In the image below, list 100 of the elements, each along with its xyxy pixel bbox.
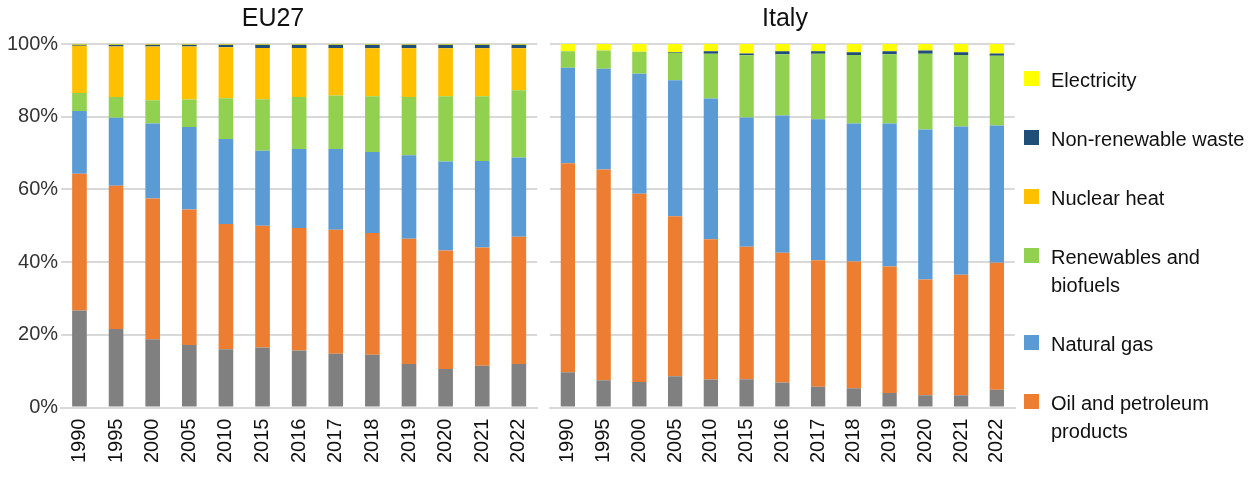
bar — [632, 44, 647, 52]
bar — [882, 54, 897, 124]
bar — [328, 48, 344, 96]
bar — [882, 266, 897, 393]
bar — [181, 344, 197, 407]
x-tick-label: 2017 — [323, 418, 346, 464]
x-tick-label: 2010 — [213, 418, 236, 464]
x-tick-label: 2020 — [912, 418, 935, 464]
bar — [703, 53, 719, 99]
y-tick-label: 40% — [18, 249, 59, 272]
bar — [810, 386, 826, 407]
bar — [775, 252, 790, 383]
x-tick-label: 2020 — [433, 418, 456, 464]
x-tick-label: 2016 — [769, 418, 792, 464]
bar — [255, 225, 270, 348]
bar — [703, 379, 719, 407]
y-tick-label: 20% — [18, 322, 59, 345]
bar — [218, 98, 234, 139]
bar — [218, 47, 234, 99]
bar — [511, 236, 527, 364]
bar — [953, 395, 969, 407]
bar — [846, 123, 862, 262]
bar — [918, 129, 933, 280]
bar — [596, 68, 611, 170]
bar — [632, 51, 647, 74]
bar — [703, 239, 719, 380]
bar — [989, 53, 1004, 56]
bar — [953, 126, 969, 275]
bar — [145, 339, 161, 407]
bar — [145, 198, 161, 340]
bar — [328, 229, 344, 354]
bar — [560, 372, 576, 407]
bar — [846, 44, 862, 53]
bar — [703, 44, 719, 52]
legend-label: Electricity — [1051, 67, 1137, 93]
bar — [438, 250, 453, 369]
bar — [72, 93, 87, 111]
x-tick-label: 2015 — [734, 418, 757, 464]
x-tick-label: 2017 — [805, 418, 828, 464]
bar — [255, 150, 270, 226]
bar — [846, 388, 862, 407]
bar — [775, 115, 790, 253]
x-tick-label: 2018 — [841, 418, 864, 464]
bar — [596, 44, 611, 51]
x-tick-label: 2015 — [250, 418, 273, 464]
bar — [918, 44, 933, 51]
bar — [72, 110, 87, 174]
bar — [846, 54, 862, 124]
bar — [989, 44, 1004, 54]
bar — [438, 161, 453, 251]
legend-label: Oil and petroleum products — [1051, 390, 1210, 444]
bar — [365, 233, 380, 355]
bar — [511, 363, 527, 407]
bar — [918, 279, 933, 396]
bar — [291, 149, 307, 228]
bar — [632, 193, 647, 383]
bar — [882, 123, 897, 267]
bar — [181, 209, 197, 345]
legend-label: Renewables and biofuels — [1051, 244, 1201, 298]
bar — [810, 260, 826, 387]
bar — [739, 44, 754, 54]
bar — [108, 46, 124, 98]
bar — [218, 138, 234, 224]
bar — [882, 51, 897, 55]
bar — [703, 98, 719, 240]
bar — [810, 119, 826, 261]
bar — [401, 97, 417, 156]
bar — [810, 53, 826, 120]
bar — [145, 123, 161, 199]
bar — [181, 99, 197, 127]
y-tick-label: 80% — [18, 104, 59, 127]
x-tick-label: 1990 — [66, 418, 89, 464]
legend-label: Natural gas — [1051, 331, 1154, 357]
bar — [846, 261, 862, 389]
bar — [72, 310, 87, 407]
bar — [810, 44, 826, 52]
x-tick-label: 1995 — [103, 418, 126, 464]
bar — [989, 262, 1004, 390]
y-tick-label: 0% — [29, 395, 59, 418]
bar — [474, 161, 490, 248]
bar — [181, 46, 197, 100]
bar — [739, 379, 754, 407]
x-tick-label: 1990 — [555, 418, 578, 464]
x-tick-label: 1995 — [591, 418, 614, 464]
x-tick-label: 2021 — [469, 418, 492, 464]
x-tick-label: 2016 — [286, 418, 309, 464]
bar — [255, 48, 270, 100]
y-tick-label: 100% — [7, 31, 59, 54]
bar — [328, 353, 344, 407]
bar — [365, 354, 380, 407]
bar — [560, 44, 576, 52]
bar — [632, 73, 647, 194]
bar — [667, 216, 683, 377]
bar — [365, 48, 380, 97]
bar — [739, 55, 754, 118]
bar — [953, 274, 969, 396]
x-tick-label: 2022 — [984, 418, 1007, 464]
chart-title: EU27 — [241, 2, 305, 31]
bar — [108, 328, 124, 407]
bar — [401, 238, 417, 364]
